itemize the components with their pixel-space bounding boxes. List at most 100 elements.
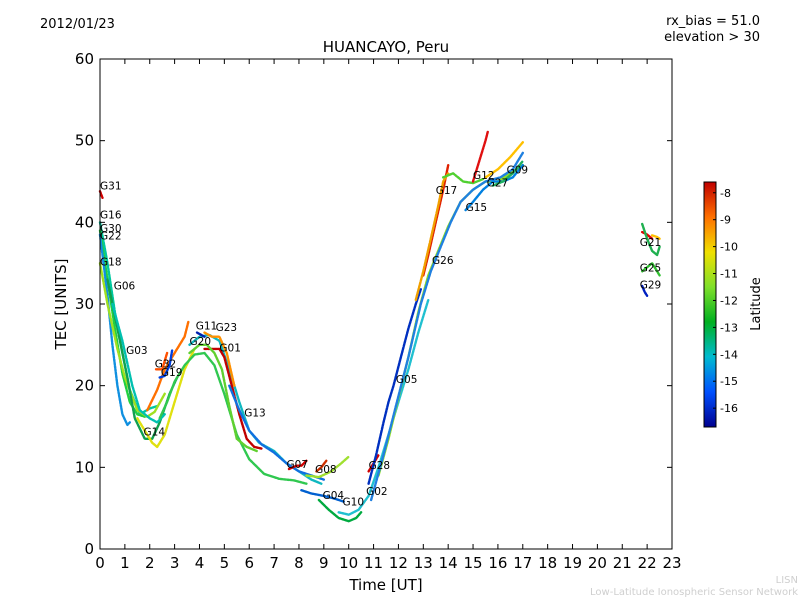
satellite-label-g21: G21: [640, 237, 662, 249]
series-g20: [158, 351, 308, 485]
series-g01: [203, 347, 263, 450]
colorbar-tick-label: -9: [720, 214, 731, 227]
satellite-label-g17: G17: [436, 185, 458, 197]
series-g29: [641, 284, 649, 297]
x-tick-label: 9: [319, 554, 329, 572]
colorbar-tick-label: -12: [720, 294, 738, 307]
x-tick-label: 2: [145, 554, 155, 572]
colorbar-tick-label: -16: [720, 402, 738, 415]
satellite-label-g12: G12: [473, 170, 495, 182]
colorbar-tick-label: -13: [720, 321, 738, 334]
satellite-label-g09: G09: [507, 164, 528, 176]
x-tick-label: 21: [613, 554, 632, 572]
series-g22: [98, 233, 132, 427]
satellite-label-g31: G31: [100, 181, 122, 193]
series-g25: [641, 262, 661, 277]
credit-short: LISN: [775, 575, 798, 586]
credit: LISN Low-Latitude Ionospheric Sensor Net…: [590, 575, 798, 599]
x-tick-label: 18: [538, 554, 557, 572]
series-g26: [377, 163, 524, 477]
x-tick-label: 6: [244, 554, 254, 572]
colorbar-tick-label: -8: [720, 187, 731, 200]
x-tick-label: 12: [389, 554, 408, 572]
series-g15: [464, 163, 524, 212]
series-g07: [287, 459, 308, 471]
satellite-label-g05: G05: [396, 374, 418, 386]
colorbar-bar: [703, 181, 717, 428]
x-tick-label: 14: [439, 554, 458, 572]
x-tick-label: 10: [339, 554, 358, 572]
date-label: 2012/01/23: [40, 17, 115, 32]
series-g15b: [471, 129, 490, 183]
colorbar-tick-label: -15: [720, 375, 738, 388]
satellite-label-g20: G20: [190, 336, 212, 348]
x-tick-label: 15: [463, 554, 482, 572]
satellite-label-g06: G06: [114, 280, 136, 292]
satellite-label-g01: G01: [219, 342, 241, 354]
series-g05b: [369, 151, 524, 502]
series-g12: [442, 172, 485, 185]
satellite-label-g28: G28: [369, 460, 391, 472]
series-g01b: [188, 343, 258, 453]
satellite-label-g25: G25: [640, 262, 662, 274]
x-tick-label: 19: [563, 554, 582, 572]
series-g08: [315, 459, 328, 473]
series-g21: [641, 230, 654, 240]
satellite-label-g23: G23: [216, 322, 238, 334]
satellite-label-g13: G13: [244, 408, 266, 420]
x-tick-label: 8: [294, 554, 304, 572]
series-g11b: [195, 331, 206, 338]
satellite-label-g03: G03: [126, 345, 148, 357]
satellite-label-g30: G30: [100, 223, 122, 235]
satellite-label-g18: G18: [100, 257, 122, 269]
satellite-label-g22: G22: [100, 231, 122, 243]
satellite-label-g16: G16: [100, 209, 122, 221]
y-tick-label: 60: [75, 50, 94, 68]
satellite-label-g11: G11: [196, 320, 218, 332]
x-tick-label: 7: [269, 554, 279, 572]
y-axis-label: TEC [UNITS]: [52, 259, 70, 351]
satellite-label-g08: G08: [315, 464, 337, 476]
series-g05: [367, 288, 422, 485]
x-tick-label: 23: [662, 554, 681, 572]
series-g14: [136, 347, 196, 449]
x-tick-label: 17: [513, 554, 532, 572]
satellite-label-g19: G19: [161, 367, 183, 379]
credit-long: Low-Latitude Ionospheric Sensor Network: [590, 587, 798, 598]
series-g17b: [414, 172, 450, 302]
filter-note: rx_bias = 51.0 elevation > 30: [664, 14, 760, 46]
x-tick-label: 3: [170, 554, 180, 572]
y-tick-label: 40: [75, 213, 94, 231]
y-tick-label: 10: [75, 458, 94, 476]
elevation-label: elevation > 30: [664, 30, 760, 45]
series-g09: [491, 159, 524, 187]
colorbar-tick-label: -11: [720, 268, 738, 281]
y-tick-label: 0: [84, 540, 94, 558]
series-g04: [300, 489, 345, 503]
satellite-label-g27: G27: [487, 177, 509, 189]
satellite-label-g10: G10: [343, 497, 365, 509]
series-g27: [484, 141, 524, 179]
y-tick-label: 30: [75, 295, 94, 313]
y-tick-label: 20: [75, 377, 94, 395]
satellite-label-g04: G04: [323, 490, 345, 502]
series-g21b: [650, 234, 661, 240]
satellite-label-g14: G14: [144, 427, 166, 439]
series-g21c: [641, 222, 661, 257]
colorbar: -8 -9 -10 -11 -12 -13 -14 -15 -16: [703, 181, 738, 428]
x-tick-label: 16: [488, 554, 507, 572]
colorbar-tick-label: -10: [720, 241, 738, 254]
plot-frame: [99, 58, 673, 550]
satellite-label-g15: G15: [466, 202, 488, 214]
satellite-label-g32: G32: [155, 359, 177, 371]
x-tick-label: 4: [195, 554, 205, 572]
x-tick-label: 0: [95, 554, 105, 572]
colorbar-tick-label: -14: [720, 348, 738, 361]
series-g19: [158, 349, 174, 379]
x-tick-label: 11: [364, 554, 383, 572]
satellite-label-g07: G07: [287, 459, 309, 471]
satellite-label-g26: G26: [432, 255, 454, 267]
x-axis-label: Time [UT]: [348, 576, 422, 594]
x-tick-label: 22: [638, 554, 657, 572]
